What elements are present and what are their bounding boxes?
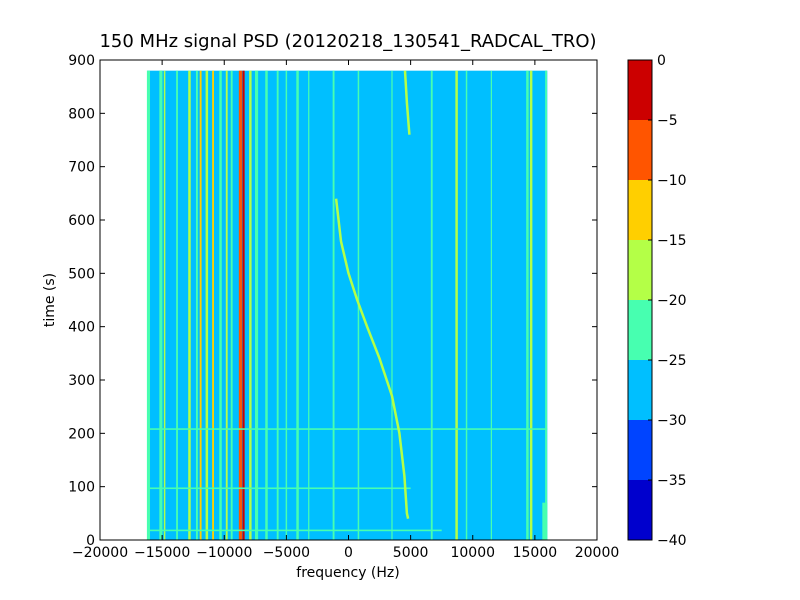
x-tick-label: 5000 <box>393 545 429 561</box>
x-tick-label: 10000 <box>450 545 495 561</box>
spectral-line <box>545 70 547 541</box>
y-axis: 0 100 200 300 400 500 600 700 800 900 <box>68 53 597 549</box>
colorbar-band <box>628 120 652 180</box>
colorbar-tick-label: −15 <box>657 233 687 249</box>
spectral-line <box>285 70 288 541</box>
y-tick-label: 700 <box>68 160 95 176</box>
spectral-line <box>159 70 163 541</box>
y-tick-label: 500 <box>68 266 95 282</box>
horizontal-line <box>147 487 411 490</box>
spectral-line <box>332 70 335 541</box>
colorbar-tick-label: −10 <box>657 173 687 189</box>
spectral-line <box>230 70 233 541</box>
spectral-line <box>195 70 198 541</box>
colorbar-tick-label: −40 <box>657 533 687 549</box>
x-tick-label: −15000 <box>134 545 190 561</box>
x-tick-label: 20000 <box>575 545 620 561</box>
colorbar-band <box>628 60 652 120</box>
colorbar-band <box>628 180 652 240</box>
colorbar: −40 −35 −30 −25 −20 −15 −10 −5 0 <box>627 53 687 549</box>
y-axis-label: time (s) <box>42 273 58 327</box>
y-tick-label: 100 <box>68 480 95 496</box>
spectral-line <box>265 70 268 541</box>
colorbar-tick-label: −30 <box>657 413 687 429</box>
colorbar-tick-label: −25 <box>657 353 687 369</box>
edge-patch <box>542 502 548 540</box>
colorbar-band <box>628 480 652 540</box>
horizontal-line <box>147 428 548 430</box>
spectral-line <box>242 70 245 541</box>
spectral-line <box>176 70 178 541</box>
colorbar-band <box>628 240 652 300</box>
drift-trace <box>334 198 410 519</box>
y-tick-label: 200 <box>68 426 95 442</box>
spectral-line <box>455 70 458 541</box>
colorbar-band <box>628 300 652 360</box>
spectral-line <box>526 70 529 541</box>
colorbar-tick-label: −5 <box>657 113 678 129</box>
horizontal-line <box>147 529 442 532</box>
spectral-line <box>465 70 468 541</box>
spectral-line <box>212 70 214 541</box>
spectral-line <box>529 70 533 541</box>
y-tick-label: 400 <box>68 320 95 336</box>
colorbar-band <box>628 360 652 420</box>
spectral-line <box>276 70 279 541</box>
y-tick-label: 900 <box>68 53 95 69</box>
colorbar-tick-label: 0 <box>657 53 666 69</box>
x-tick-label: −5000 <box>263 545 310 561</box>
spectral-line <box>225 70 228 541</box>
x-tick-label: 0 <box>344 545 353 561</box>
spectral-line <box>296 70 299 541</box>
spectral-line <box>430 70 433 541</box>
y-tick-label: 600 <box>68 213 95 229</box>
colorbar-band <box>628 420 652 480</box>
spectral-line <box>199 70 202 541</box>
spectral-line <box>146 70 151 541</box>
x-axis-label: frequency (Hz) <box>296 565 399 581</box>
x-tick-label: 15000 <box>513 545 558 561</box>
spectral-line <box>219 70 222 541</box>
y-tick-label: 300 <box>68 373 95 389</box>
spectral-line <box>249 70 252 541</box>
x-tick-label: −20000 <box>72 545 128 561</box>
x-tick-label: −10000 <box>196 545 252 561</box>
spectral-line <box>238 70 242 541</box>
spectral-line <box>205 70 209 541</box>
spectral-line <box>308 70 310 541</box>
spectral-line <box>188 70 191 541</box>
colorbar-tick-label: −35 <box>657 473 687 489</box>
spectral-line <box>391 70 393 541</box>
x-axis: −20000 −15000 −10000 −5000 0 5000 10000 15000 20… <box>72 60 619 561</box>
chart-title: 150 MHz signal PSD (20120218_130541_RADC… <box>99 31 596 52</box>
spectral-line <box>490 70 493 541</box>
drift-trace-top <box>403 70 411 135</box>
colorbar-tick-label: −20 <box>657 293 687 309</box>
y-tick-label: 0 <box>86 533 95 549</box>
heatmap-plot <box>99 59 598 541</box>
spectral-line <box>163 70 166 541</box>
y-tick-label: 800 <box>68 106 95 122</box>
spectral-line <box>255 70 259 541</box>
